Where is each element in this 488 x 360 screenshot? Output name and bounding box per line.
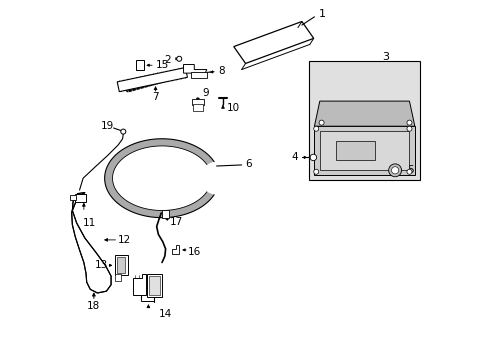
FancyBboxPatch shape xyxy=(115,255,127,275)
Circle shape xyxy=(406,169,411,174)
Text: 1: 1 xyxy=(319,9,325,19)
Text: 12: 12 xyxy=(118,235,131,245)
Polygon shape xyxy=(314,126,414,175)
Circle shape xyxy=(313,126,318,131)
Text: 16: 16 xyxy=(187,247,201,257)
FancyBboxPatch shape xyxy=(75,194,86,202)
FancyBboxPatch shape xyxy=(136,60,144,70)
Circle shape xyxy=(313,169,318,174)
Text: 8: 8 xyxy=(218,66,224,76)
Text: 10: 10 xyxy=(226,103,239,113)
Text: 5: 5 xyxy=(407,165,413,175)
Text: 4: 4 xyxy=(291,152,297,162)
FancyBboxPatch shape xyxy=(148,276,160,295)
Polygon shape xyxy=(319,131,408,170)
Text: 17: 17 xyxy=(169,217,183,227)
Circle shape xyxy=(176,56,182,61)
Polygon shape xyxy=(132,274,145,295)
Circle shape xyxy=(388,164,401,177)
Polygon shape xyxy=(233,22,313,63)
Text: 9: 9 xyxy=(203,88,209,98)
Polygon shape xyxy=(314,101,414,126)
Circle shape xyxy=(319,120,324,125)
Polygon shape xyxy=(183,64,206,73)
FancyBboxPatch shape xyxy=(115,274,121,282)
Text: 6: 6 xyxy=(244,159,251,169)
Text: 2: 2 xyxy=(164,55,170,65)
Circle shape xyxy=(391,167,398,174)
Text: 11: 11 xyxy=(83,218,96,228)
Text: 7: 7 xyxy=(152,92,159,102)
Polygon shape xyxy=(117,68,187,92)
Polygon shape xyxy=(172,245,179,253)
Circle shape xyxy=(406,126,411,131)
Text: 14: 14 xyxy=(159,309,172,319)
FancyBboxPatch shape xyxy=(335,140,375,160)
FancyBboxPatch shape xyxy=(147,274,162,297)
FancyBboxPatch shape xyxy=(162,210,168,218)
Text: 18: 18 xyxy=(87,301,101,311)
Polygon shape xyxy=(104,139,214,218)
Circle shape xyxy=(406,120,411,125)
Polygon shape xyxy=(190,72,206,78)
Text: 3: 3 xyxy=(382,52,388,62)
FancyBboxPatch shape xyxy=(117,257,125,273)
Text: 13: 13 xyxy=(94,260,107,270)
Polygon shape xyxy=(72,193,111,293)
Text: 19: 19 xyxy=(101,121,114,131)
FancyBboxPatch shape xyxy=(70,195,76,200)
Circle shape xyxy=(309,154,316,161)
FancyBboxPatch shape xyxy=(193,104,202,111)
Text: 15: 15 xyxy=(155,60,168,70)
FancyBboxPatch shape xyxy=(192,99,203,105)
FancyBboxPatch shape xyxy=(308,61,419,180)
Circle shape xyxy=(121,129,125,134)
